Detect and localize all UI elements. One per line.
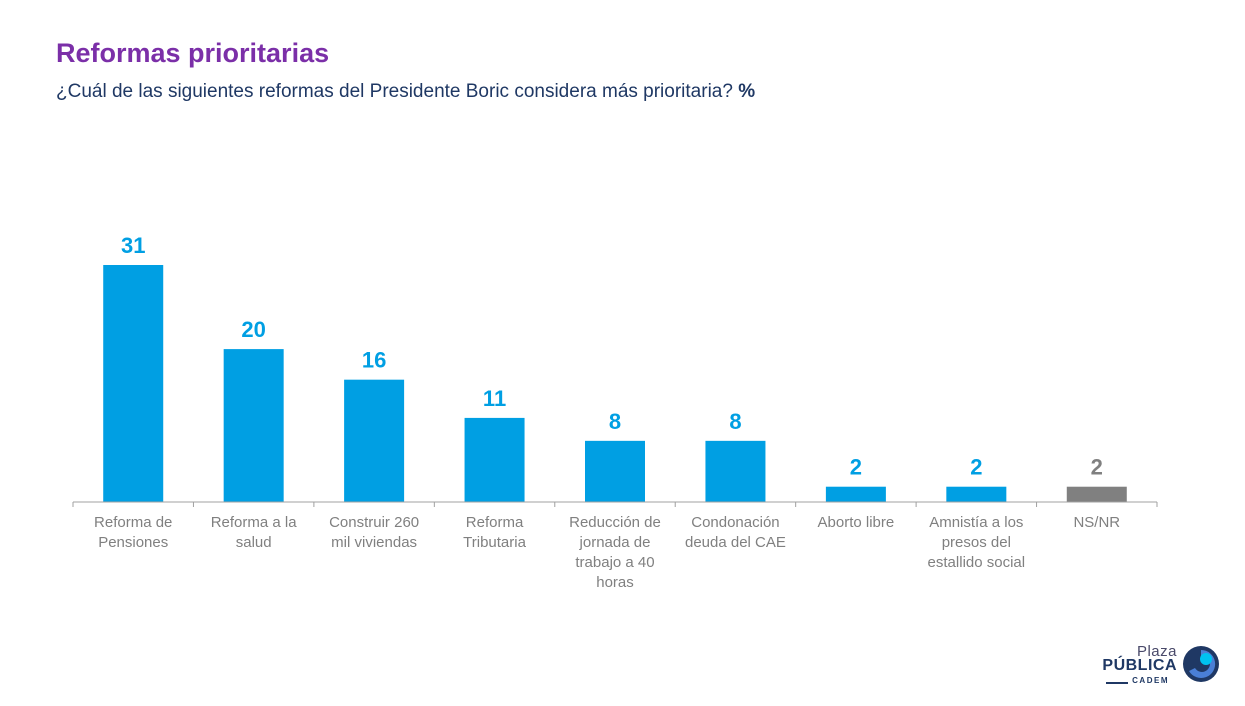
plaza-publica-logo: Plaza PÚBLICA CADEM: [1100, 640, 1225, 690]
logo-text-cadem: CADEM: [1132, 676, 1169, 685]
value-label-7: 2: [970, 455, 982, 480]
bar-2: [344, 379, 405, 502]
value-label-1: 20: [241, 317, 265, 342]
value-label-6: 2: [850, 455, 862, 480]
category-label-3: Reforma Tributaria: [463, 514, 526, 551]
logo-underline: [1106, 682, 1128, 684]
subtitle-unit: %: [738, 81, 756, 102]
category-label-7: Amnistía a los presos del estallido social: [928, 514, 1026, 571]
bar-4: [585, 440, 645, 502]
chart-title: Reformas prioritarias: [56, 38, 330, 68]
logo-mark-icon: [1183, 646, 1219, 682]
category-label-6: Aborto libre: [818, 514, 895, 531]
category-label-8: NS/NR: [1073, 514, 1120, 531]
value-label-4: 8: [609, 409, 621, 434]
category-label-2: Construir 260 mil viviendas: [329, 514, 419, 551]
bar-1: [223, 349, 284, 502]
logo-text-publica: PÚBLICA: [1102, 657, 1177, 674]
bar-3: [464, 417, 525, 502]
subtitle-text: ¿Cuál de las siguientes reformas del Pre…: [56, 81, 733, 102]
category-label-1: Reforma a la salud: [211, 514, 298, 551]
logo-text-plaza: Plaza: [1136, 643, 1177, 660]
value-label-2: 16: [362, 348, 386, 373]
bar-7: [946, 486, 1007, 502]
value-label-0: 31: [121, 233, 145, 258]
bar-0: [103, 265, 164, 502]
category-label-5: Condonación deuda del CAE: [685, 514, 786, 551]
value-label-8: 2: [1091, 455, 1103, 480]
category-label-4: Reducción de jornada de trabajo a 40 horas: [569, 514, 661, 591]
value-label-3: 11: [483, 386, 506, 411]
bar-8: [1066, 486, 1127, 502]
bar-5: [705, 440, 766, 502]
category-label-0: Reforma de Pensiones: [94, 514, 172, 551]
chart-subtitle: ¿Cuál de las siguientes reformas del Pre…: [56, 81, 755, 103]
value-label-5: 8: [729, 409, 741, 434]
bar-6: [825, 486, 886, 502]
